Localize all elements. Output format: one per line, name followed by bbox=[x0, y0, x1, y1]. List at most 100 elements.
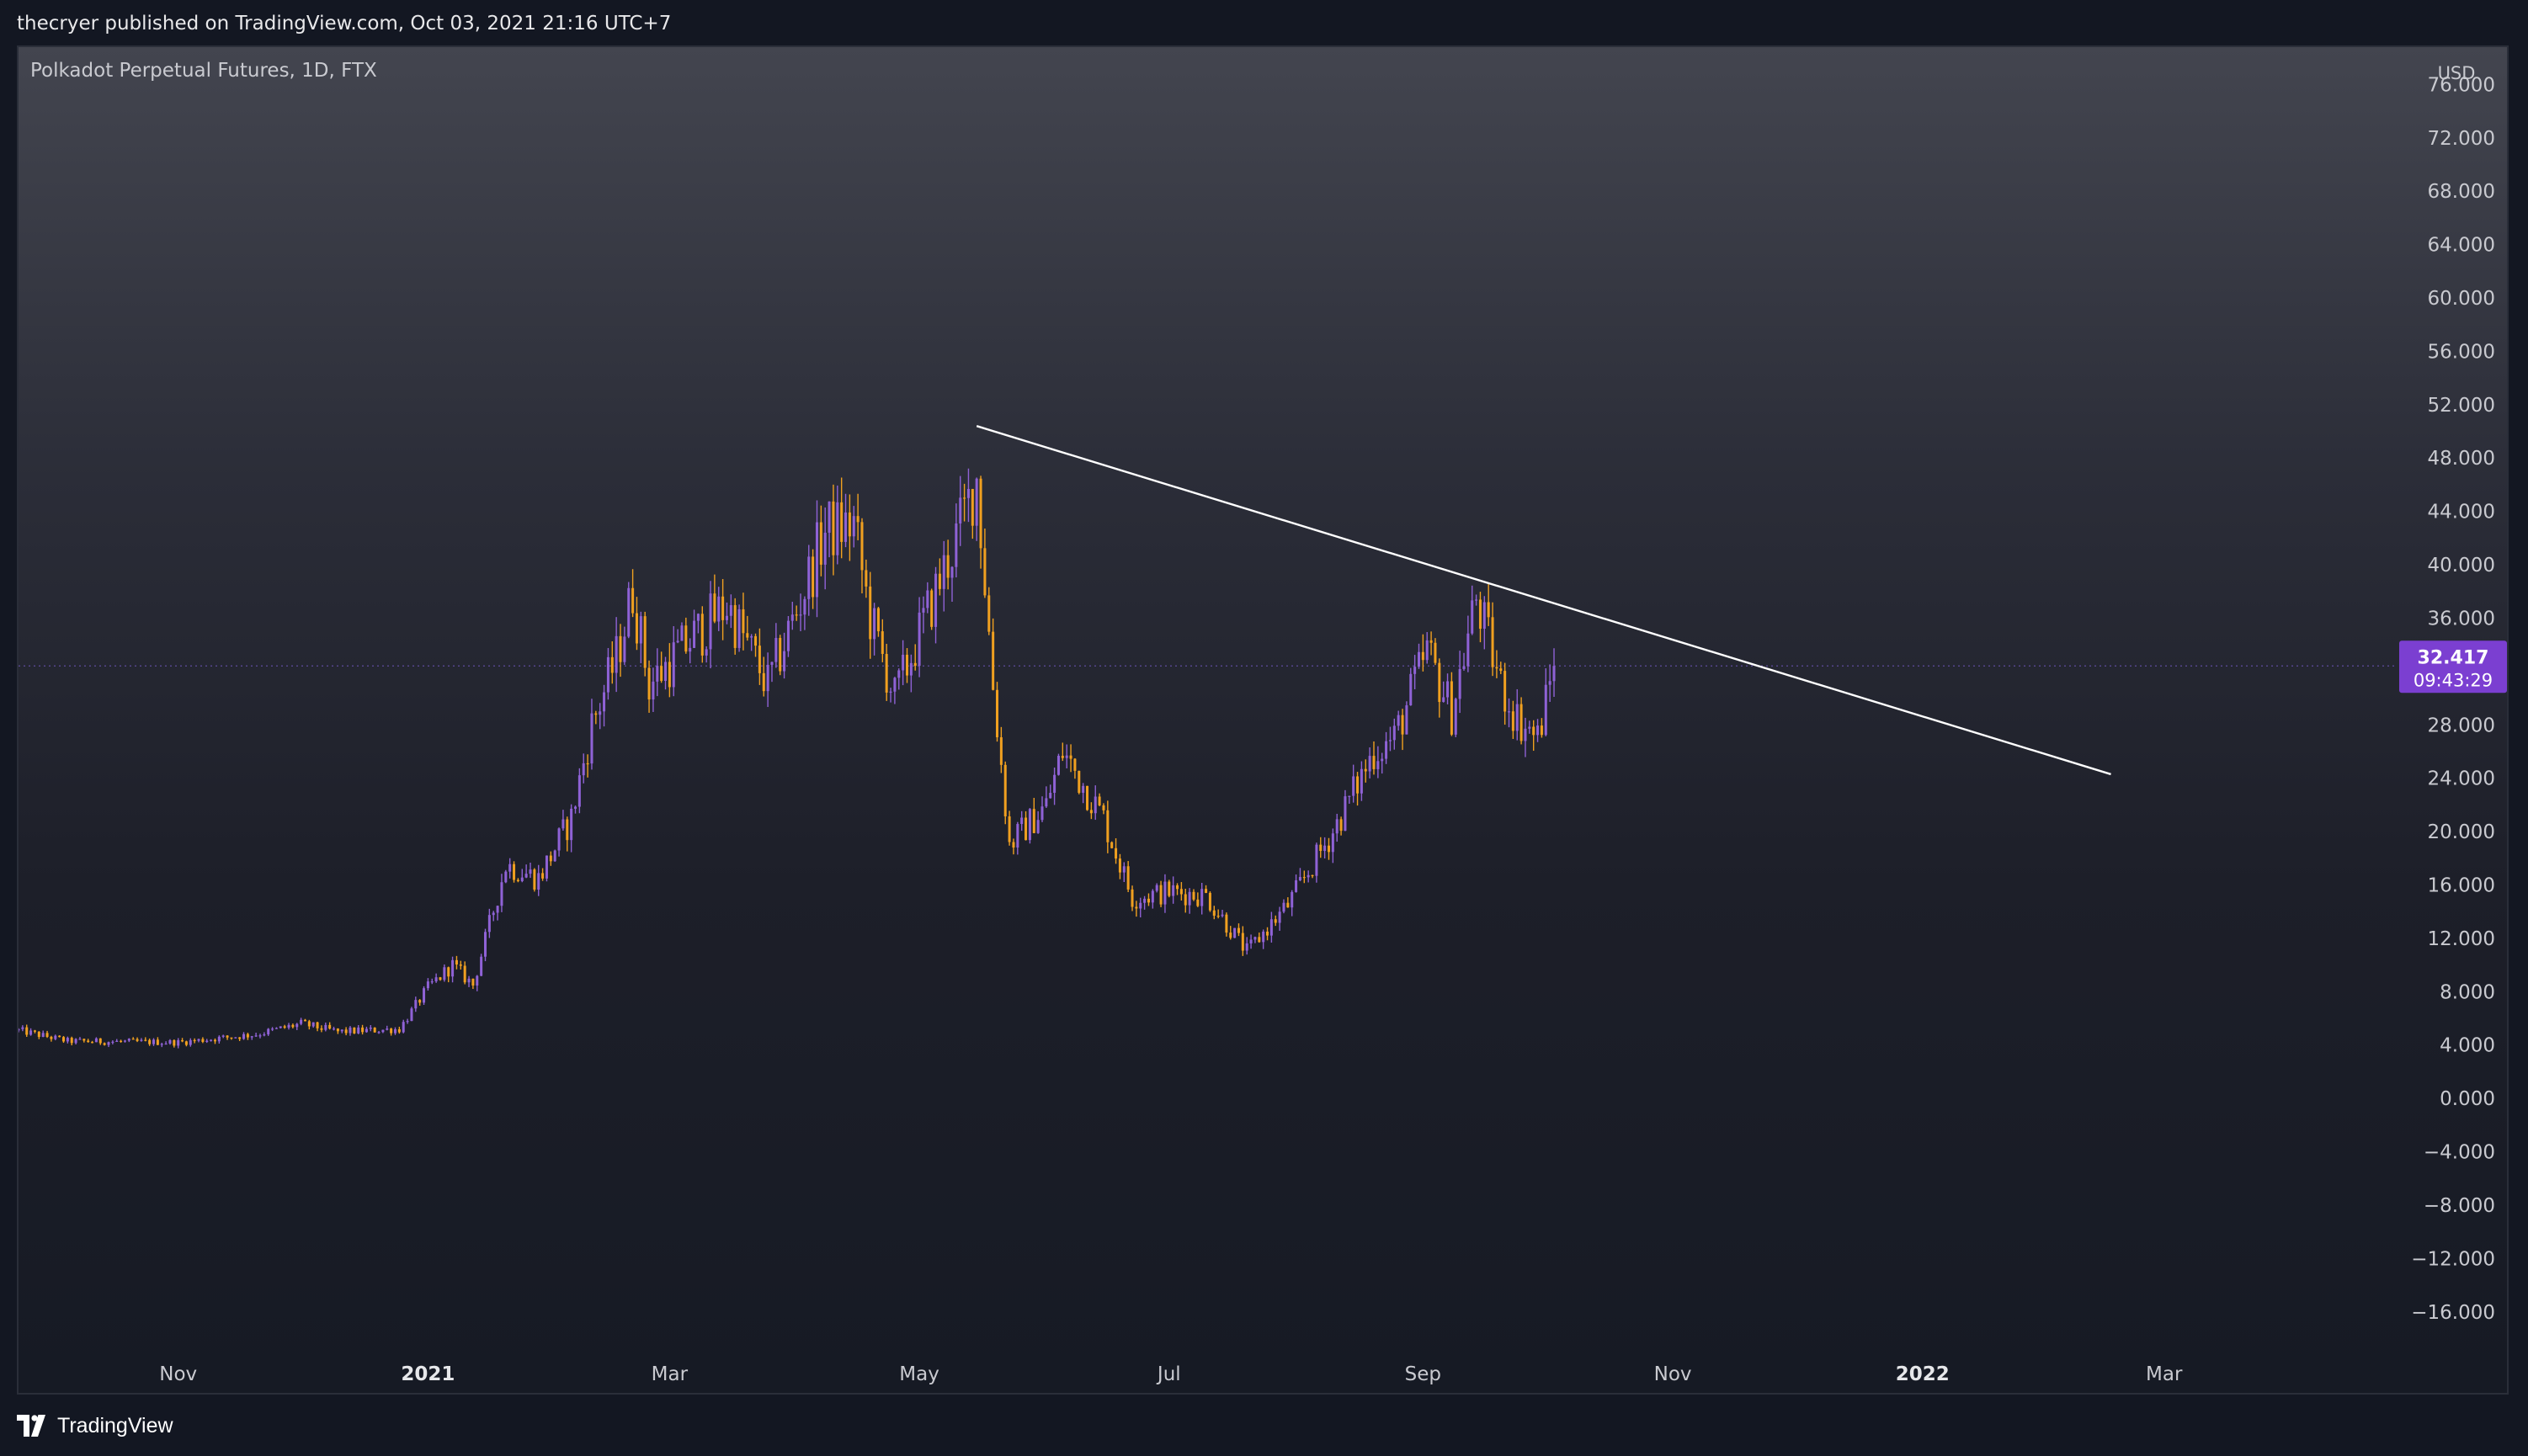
candle-body bbox=[193, 1039, 196, 1042]
candle-body bbox=[1036, 820, 1040, 833]
candle-body bbox=[1388, 740, 1392, 741]
candle-body bbox=[1515, 704, 1519, 731]
candle-body bbox=[94, 1038, 98, 1043]
candle-body bbox=[516, 879, 519, 881]
candle-body bbox=[553, 850, 556, 862]
candle-body bbox=[1040, 806, 1044, 821]
candle-body bbox=[291, 1024, 295, 1028]
candle-body bbox=[500, 882, 503, 906]
candle-body bbox=[541, 873, 545, 879]
candle-body bbox=[889, 691, 892, 693]
candle-body bbox=[1089, 810, 1093, 814]
time-axis-label: 2021 bbox=[401, 1363, 455, 1385]
candle-body bbox=[873, 608, 876, 640]
candle-body bbox=[1184, 894, 1187, 906]
candle-body bbox=[492, 912, 495, 916]
trend-line[interactable] bbox=[976, 425, 2111, 776]
candle-body bbox=[570, 808, 573, 841]
candle-body bbox=[1323, 845, 1327, 852]
candle-body bbox=[1155, 885, 1158, 891]
candle-body bbox=[1499, 668, 1503, 672]
candle-body bbox=[823, 532, 827, 565]
candle-body bbox=[750, 635, 753, 638]
candle-body bbox=[1094, 796, 1097, 814]
candle-body bbox=[684, 625, 688, 652]
candle-body bbox=[1409, 673, 1413, 706]
candle-body bbox=[406, 1021, 409, 1023]
candle-body bbox=[365, 1028, 368, 1033]
candle-body bbox=[926, 590, 929, 608]
candle-body bbox=[828, 501, 831, 533]
candle-body bbox=[902, 654, 905, 671]
candle-body bbox=[66, 1038, 69, 1042]
candle-body bbox=[1376, 761, 1380, 769]
candle-body bbox=[803, 598, 806, 615]
chart-panel[interactable]: 76.000 72.000 68.000 64.000 60.000 56.000 52.0… bbox=[17, 45, 2509, 1395]
candle-body bbox=[852, 516, 855, 537]
candle-body bbox=[1413, 667, 1417, 674]
candle-body bbox=[774, 637, 778, 662]
candle-body bbox=[590, 713, 593, 764]
candle-body bbox=[127, 1039, 130, 1041]
candle-body bbox=[913, 662, 917, 667]
candle-body bbox=[107, 1042, 110, 1045]
candle-body bbox=[426, 981, 429, 989]
candle-body bbox=[999, 737, 1003, 765]
candle-body bbox=[909, 662, 913, 676]
candle-body bbox=[33, 1030, 36, 1032]
candle-body bbox=[664, 662, 668, 682]
candle-body bbox=[815, 522, 818, 598]
price-axis-tick-label: 64.000 bbox=[2428, 235, 2495, 257]
candle-body bbox=[1147, 898, 1150, 903]
candle-body bbox=[333, 1028, 336, 1030]
candle-body bbox=[676, 640, 679, 643]
candle-body bbox=[1348, 795, 1351, 797]
candle-body bbox=[1405, 705, 1408, 735]
candle-body bbox=[1360, 768, 1363, 794]
currency-label[interactable]: USD bbox=[2438, 63, 2476, 83]
candle-body bbox=[238, 1037, 242, 1039]
candle-body bbox=[1012, 842, 1015, 848]
candle-body bbox=[1471, 600, 1474, 634]
candle-body bbox=[635, 613, 638, 644]
candle-body bbox=[1339, 819, 1343, 832]
candle-body bbox=[819, 522, 822, 565]
candle-body bbox=[934, 573, 938, 627]
candle-body bbox=[1221, 914, 1224, 917]
candle-body bbox=[1319, 844, 1323, 852]
tradingview-logo[interactable]: TradingView bbox=[17, 1413, 173, 1438]
candle-body bbox=[733, 605, 737, 648]
candle-body bbox=[1385, 741, 1388, 759]
candle-body bbox=[705, 649, 708, 656]
candle-body bbox=[467, 978, 471, 983]
candle-body bbox=[696, 614, 700, 621]
candle-body bbox=[1168, 881, 1171, 896]
candle-body bbox=[1188, 891, 1191, 906]
candle-body bbox=[938, 573, 941, 589]
candle-body bbox=[434, 977, 438, 982]
candle-body bbox=[115, 1040, 119, 1042]
candle-body bbox=[1295, 879, 1298, 892]
candle-body bbox=[1028, 809, 1031, 841]
candle-body bbox=[897, 670, 901, 678]
candle-body bbox=[1115, 848, 1118, 859]
candle-body bbox=[922, 608, 925, 613]
candle-body bbox=[103, 1043, 106, 1045]
candle-body bbox=[1258, 937, 1261, 943]
bar-countdown-timer: 09:43:29 bbox=[2414, 670, 2493, 690]
candle-body bbox=[1208, 892, 1211, 911]
candle-body bbox=[1282, 902, 1285, 912]
candle-body bbox=[423, 988, 426, 1003]
candle-body bbox=[729, 605, 732, 616]
candle-body bbox=[799, 614, 802, 616]
price-axis-tick-label: 68.000 bbox=[2428, 181, 2495, 203]
candle-body bbox=[373, 1027, 376, 1033]
candle-body bbox=[1245, 943, 1248, 951]
candle-body bbox=[45, 1033, 49, 1037]
candle-body bbox=[353, 1027, 356, 1034]
candle-body bbox=[295, 1023, 299, 1028]
candle-body bbox=[230, 1037, 233, 1039]
candle-body bbox=[418, 1000, 422, 1003]
price-chart[interactable]: 76.000 72.000 68.000 64.000 60.000 56.000 52.0… bbox=[19, 47, 2507, 1393]
candle-body bbox=[668, 662, 671, 688]
